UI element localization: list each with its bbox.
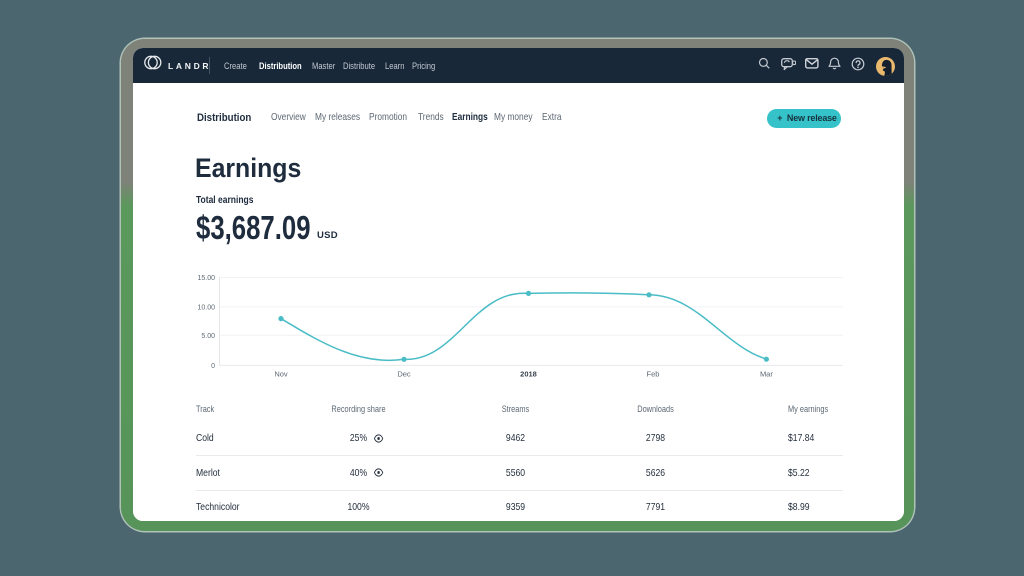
svg-text:10.00: 10.00 [197, 304, 215, 311]
svg-text:Dec: Dec [397, 370, 411, 379]
svg-text:Nov: Nov [274, 370, 288, 379]
svg-text:2018: 2018 [520, 370, 537, 379]
svg-text:0: 0 [211, 363, 215, 370]
svg-text:Feb: Feb [647, 370, 660, 379]
svg-text:15.00: 15.00 [197, 275, 215, 282]
svg-text:Mar: Mar [760, 370, 773, 379]
svg-text:5.00: 5.00 [201, 333, 215, 340]
